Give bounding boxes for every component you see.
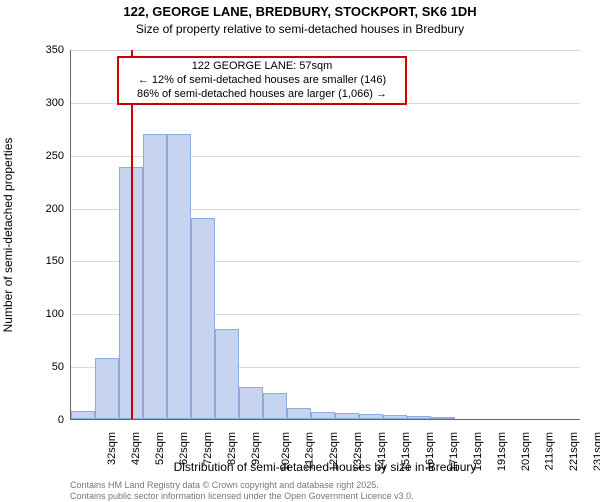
y-tick-label: 300 (14, 97, 64, 109)
y-axis-label: Number of semi-detached properties (1, 138, 15, 333)
x-tick-label: 82sqm (226, 432, 238, 465)
x-tick-label: 32sqm (106, 432, 118, 465)
x-tick-label: 201sqm (520, 432, 532, 471)
x-tick-label: 122sqm (328, 432, 340, 471)
x-tick-label: 211sqm (543, 432, 555, 470)
chart-subtitle: Size of property relative to semi-detach… (0, 22, 600, 36)
marker-line (131, 50, 133, 419)
plot-area: 122 GEORGE LANE: 57sqm← 12% of semi-deta… (70, 50, 580, 420)
bar (359, 414, 383, 419)
x-tick-label: 92sqm (250, 432, 262, 465)
x-tick-label: 112sqm (303, 432, 315, 470)
callout-box: 122 GEORGE LANE: 57sqm← 12% of semi-deta… (117, 56, 407, 105)
grid-line (71, 50, 580, 51)
callout-line-1: 122 GEORGE LANE: 57sqm (123, 60, 401, 74)
y-tick-label: 100 (14, 308, 64, 320)
callout-line-3: 86% of semi-detached houses are larger (… (123, 88, 401, 102)
x-tick-label: 72sqm (202, 432, 214, 465)
callout-line-2: ← 12% of semi-detached houses are smalle… (123, 74, 401, 88)
x-tick-label: 141sqm (376, 432, 388, 471)
bar (167, 134, 191, 419)
bar (407, 416, 431, 419)
y-tick-label: 350 (14, 44, 64, 56)
y-tick-label: 50 (14, 361, 64, 373)
credits: Contains HM Land Registry data © Crown c… (70, 480, 414, 502)
bar (431, 417, 455, 419)
bar (311, 412, 335, 419)
x-tick-label: 161sqm (424, 432, 436, 471)
x-tick-label: 171sqm (448, 432, 460, 471)
x-tick-label: 132sqm (352, 432, 364, 471)
y-tick-label: 0 (14, 414, 64, 426)
bar (143, 134, 167, 419)
bar (263, 393, 287, 419)
bar (191, 218, 215, 419)
y-tick-label: 200 (14, 203, 64, 215)
x-tick-label: 191sqm (496, 432, 508, 471)
y-tick-label: 250 (14, 150, 64, 162)
x-tick-label: 52sqm (154, 432, 166, 465)
x-tick-label: 62sqm (178, 432, 190, 465)
bar (95, 358, 119, 419)
y-tick-label: 150 (14, 255, 64, 267)
chart-title: 122, GEORGE LANE, BREDBURY, STOCKPORT, S… (0, 4, 600, 19)
x-tick-label: 221sqm (568, 432, 580, 471)
bar (215, 329, 239, 419)
bar (383, 415, 407, 419)
x-tick-label: 181sqm (472, 432, 484, 471)
x-tick-label: 151sqm (400, 432, 412, 471)
bar (287, 408, 311, 419)
x-tick-label: 102sqm (280, 432, 292, 471)
credits-line-1: Contains HM Land Registry data © Crown c… (70, 480, 414, 491)
x-tick-label: 231sqm (592, 432, 600, 471)
x-tick-label: 42sqm (130, 432, 142, 465)
bar (239, 387, 263, 419)
bar (71, 411, 95, 419)
bar (335, 413, 359, 419)
